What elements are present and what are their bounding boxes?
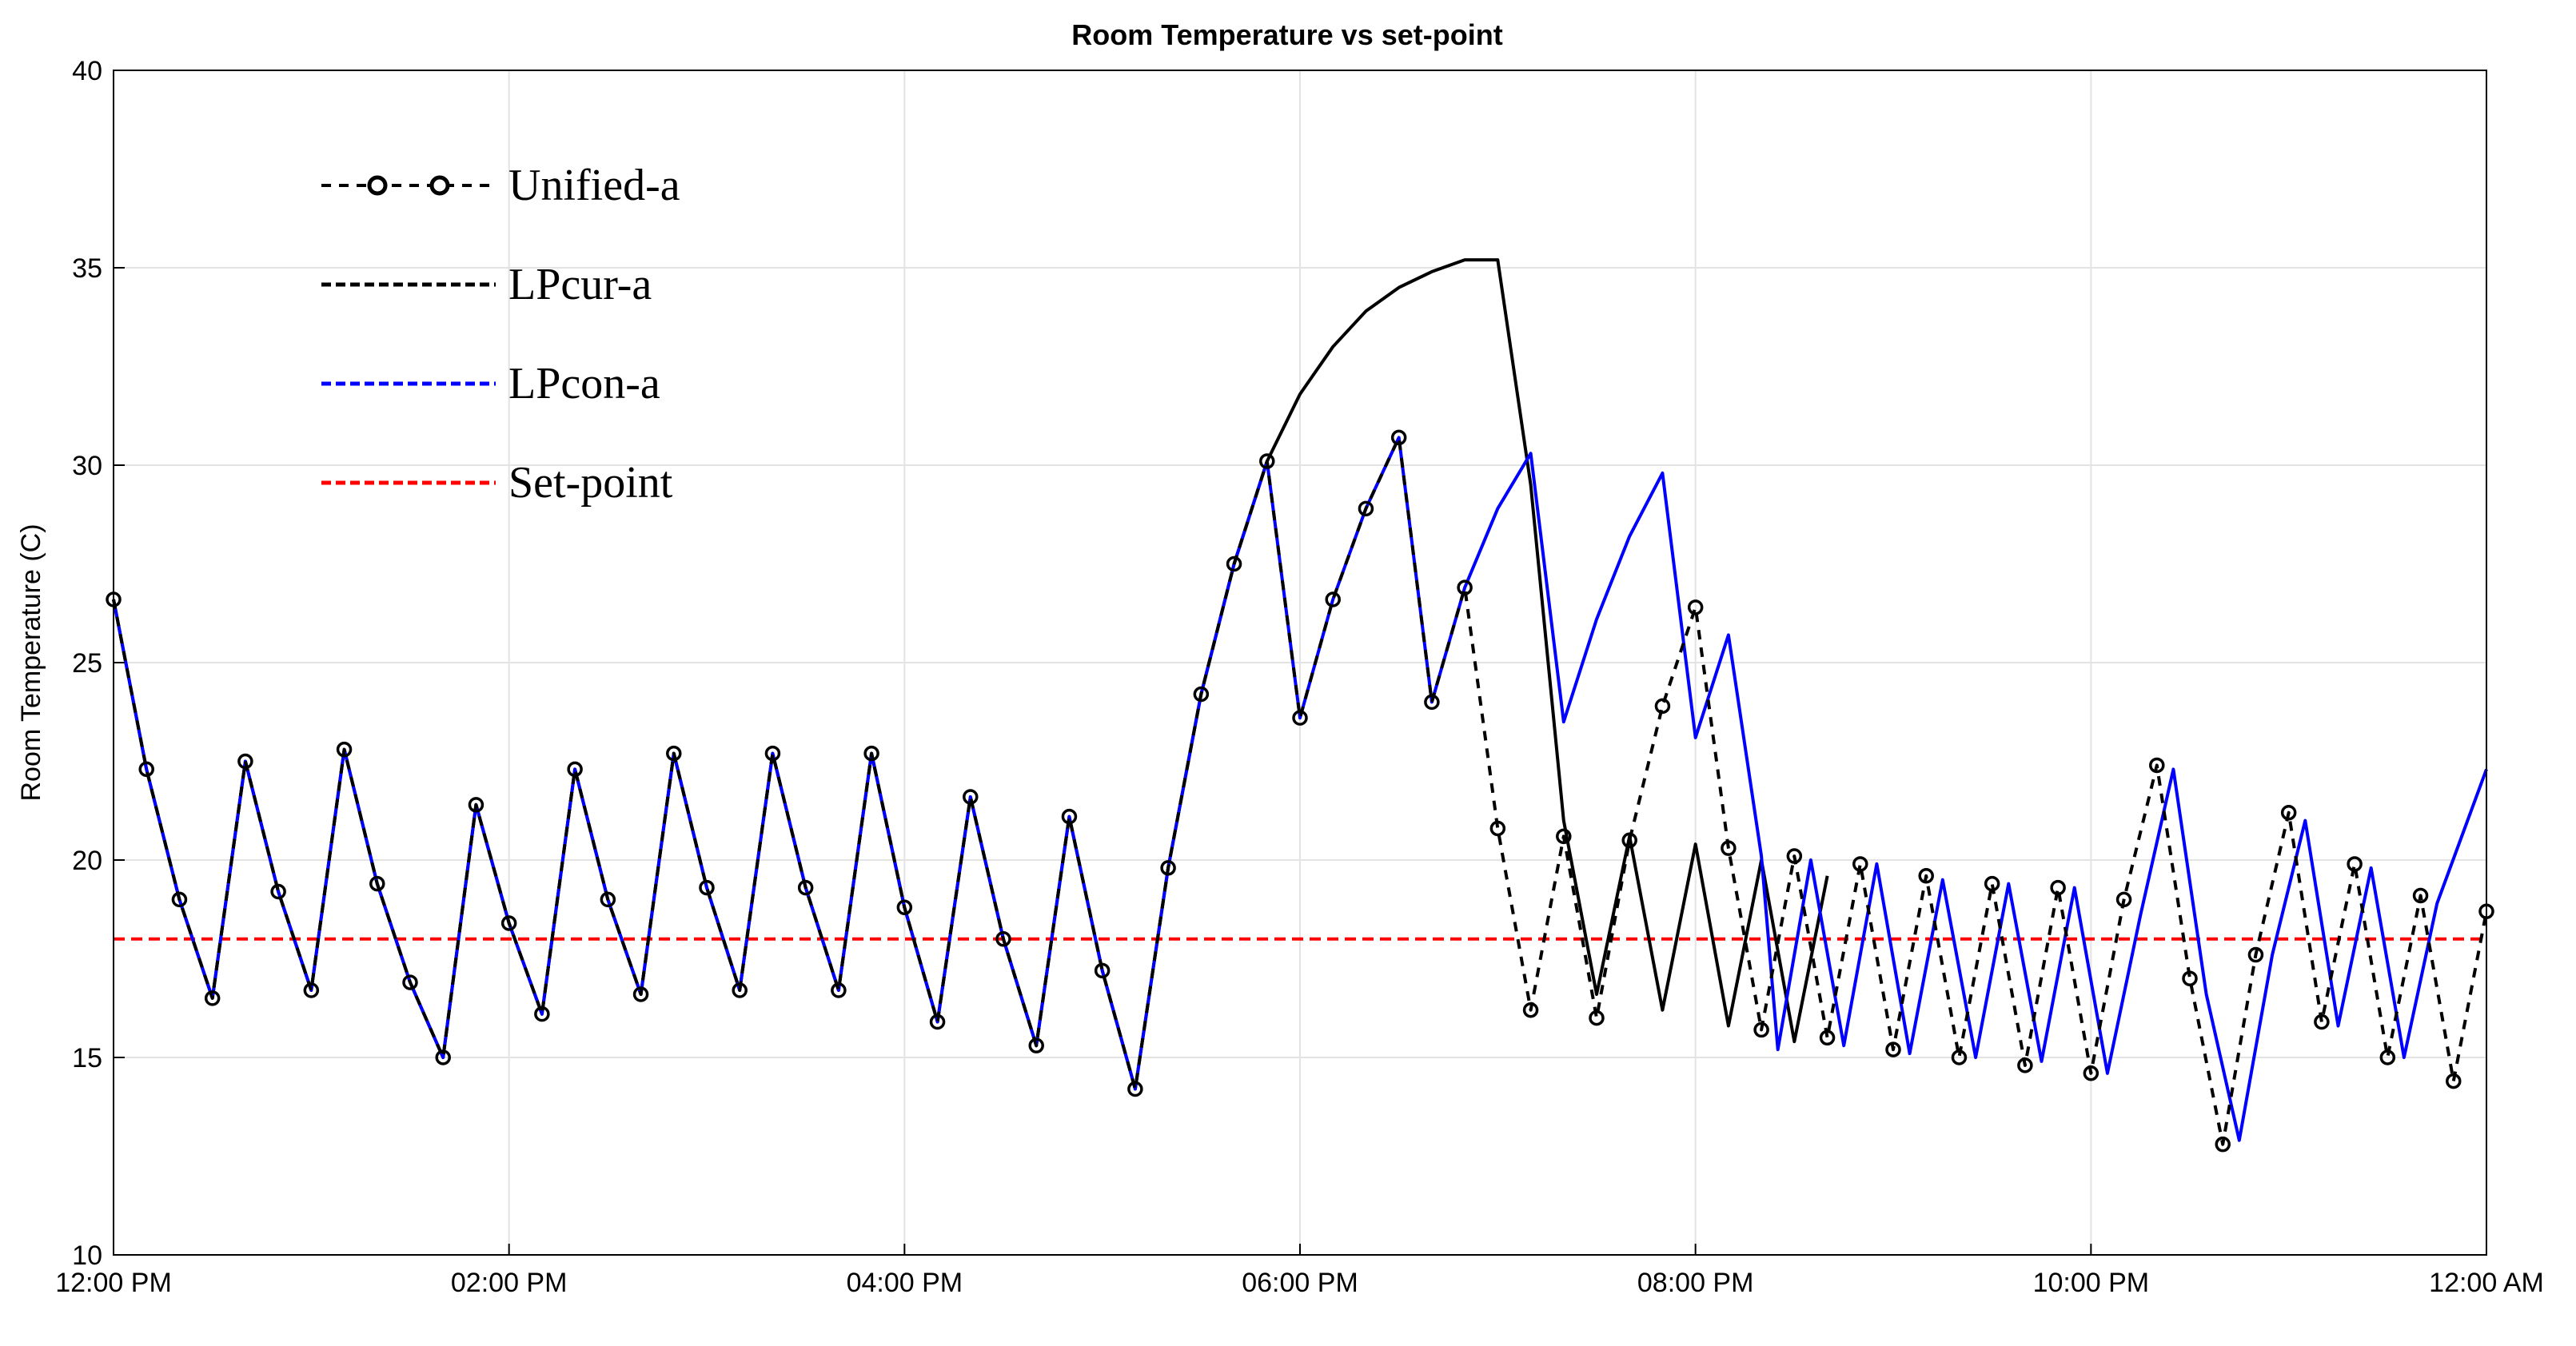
data-point-unified-a [1457, 579, 1473, 595]
y-axis-label: Room Temperature (C) [16, 524, 46, 801]
data-point-unified-a [863, 745, 879, 762]
data-point-unified-a [1621, 832, 1637, 849]
data-point-unified-a [929, 1013, 946, 1030]
x-tick-label: 10:00 PM [2033, 1268, 2150, 1298]
data-point-unified-a [2446, 1073, 2462, 1089]
data-point-unified-a [1885, 1041, 1901, 1057]
data-point-unified-a [1489, 820, 1506, 837]
data-point-unified-a [2149, 757, 2165, 774]
data-point-unified-a [2314, 1013, 2330, 1030]
data-point-unified-a [138, 761, 154, 778]
data-point-unified-a [1325, 591, 1341, 607]
data-point-unified-a [1358, 500, 1374, 517]
data-point-unified-a [1721, 840, 1737, 856]
data-point-unified-a [2215, 1136, 2231, 1153]
data-point-unified-a [1687, 599, 1704, 615]
legend-marker-unified-a [429, 175, 450, 196]
y-tick-label: 15 [72, 1043, 102, 1073]
data-point-unified-a [1028, 1037, 1044, 1053]
legend: Unified-a LPcur-a LPcon-a Set-point [321, 161, 680, 508]
y-tick-label: 35 [72, 253, 102, 284]
data-point-unified-a [2115, 891, 2132, 908]
x-tick-label: 02:00 PM [451, 1268, 568, 1298]
data-point-unified-a [831, 982, 847, 998]
data-point-unified-a [1589, 1010, 1605, 1026]
data-point-unified-a [1819, 1029, 1836, 1046]
data-point-unified-a [995, 931, 1011, 947]
data-point-unified-a [2379, 1049, 2396, 1065]
data-point-unified-a [402, 974, 418, 990]
data-point-unified-a [1522, 1002, 1539, 1018]
data-point-unified-a [171, 891, 188, 908]
data-point-unified-a [2280, 804, 2297, 821]
data-point-unified-a [1951, 1049, 1968, 1065]
axes: 10 15 20 25 30 35 40 12:00 PM 02:00 PM 04:00 PM 06… [55, 56, 2544, 1298]
legend-label-lpcur-a: LPcur-a [508, 260, 652, 309]
data-point-unified-a [1918, 868, 1934, 884]
data-point-unified-a [2017, 1057, 2033, 1073]
data-point-unified-a [764, 745, 781, 762]
data-point-unified-a [2412, 887, 2429, 904]
data-point-unified-a [237, 753, 253, 770]
data-point-unified-a [1193, 686, 1210, 703]
data-point-unified-a [1390, 429, 1407, 446]
data-point-unified-a [369, 875, 385, 892]
legend-label-set-point: Set-point [508, 458, 673, 508]
data-point-unified-a [435, 1049, 451, 1065]
data-point-unified-a [896, 899, 913, 916]
data-point-unified-a [666, 745, 682, 762]
x-tick-label: 06:00 PM [1242, 1268, 1358, 1298]
data-point-unified-a [534, 1006, 550, 1022]
data-point-unified-a [1061, 808, 1078, 825]
data-point-unified-a [500, 915, 517, 931]
data-point-unified-a [1984, 875, 2000, 892]
legend-label-lpcon-a: LPcon-a [508, 359, 660, 408]
legend-marker-unified-a [367, 175, 388, 196]
x-tick-label: 08:00 PM [1637, 1268, 1754, 1298]
y-tick-label: 10 [72, 1240, 102, 1271]
data-point-unified-a [1852, 856, 1868, 872]
data-point-unified-a [468, 797, 484, 813]
data-point-unified-a [336, 741, 353, 758]
series-line-unified-a [112, 436, 2488, 1146]
data-point-unified-a [1654, 698, 1671, 715]
x-tick-label: 12:00 AM [2429, 1268, 2544, 1298]
y-tick-label: 30 [72, 451, 102, 481]
data-point-unified-a [2247, 946, 2264, 963]
data-point-unified-a [1127, 1081, 1143, 1097]
data-point-unified-a [732, 982, 748, 998]
data-point-unified-a [797, 879, 814, 896]
data-point-unified-a [600, 891, 616, 908]
data-point-unified-a [1424, 694, 1440, 711]
data-point-unified-a [1226, 556, 1242, 572]
data-point-unified-a [1753, 1021, 1769, 1038]
data-point-unified-a [567, 761, 583, 778]
data-point-unified-a [1292, 710, 1308, 726]
data-point-unified-a [2182, 970, 2198, 986]
data-point-unified-a [1259, 453, 1275, 469]
y-tick-label: 25 [72, 648, 102, 679]
chart-title: Room Temperature vs set-point [1071, 18, 1502, 51]
x-tick-label: 04:00 PM [847, 1268, 963, 1298]
data-point-unified-a [303, 982, 320, 998]
grid [113, 70, 2487, 1256]
legend-label-unified-a: Unified-a [508, 161, 680, 210]
data-point-unified-a [1094, 962, 1111, 979]
data-point-unified-a [1160, 860, 1176, 876]
series-group [106, 258, 2494, 1153]
data-point-unified-a [963, 789, 979, 805]
x-tick-label: 12:00 PM [55, 1268, 172, 1298]
data-point-unified-a [699, 879, 715, 896]
y-tick-label: 40 [72, 56, 102, 86]
data-point-unified-a [1786, 848, 1803, 864]
data-point-unified-a [632, 986, 649, 1002]
data-point-unified-a [1556, 828, 1572, 845]
data-point-unified-a [2083, 1065, 2099, 1081]
data-point-unified-a [2050, 879, 2066, 896]
y-tick-label: 20 [72, 846, 102, 876]
data-point-unified-a [270, 883, 286, 900]
data-point-unified-a [2347, 856, 2363, 872]
data-point-unified-a [204, 990, 221, 1006]
